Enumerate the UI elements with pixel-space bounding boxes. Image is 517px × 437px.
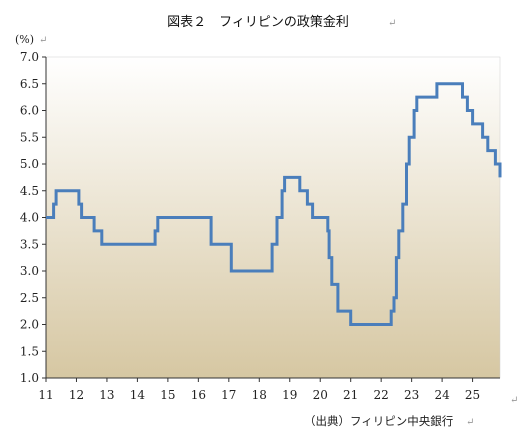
x-ticks: 11 12 13 14 15 16 17 18 19 20 21 22 23 24 25 — [38, 378, 480, 402]
x-tick-label: 21 — [343, 388, 358, 402]
y-tick-label: 2.5 — [20, 291, 39, 305]
y-tick-label: 3.5 — [20, 237, 39, 251]
axis-return-mark: ↵ — [510, 395, 517, 406]
y-tick-label: 5.0 — [20, 157, 39, 171]
source-note: （出典）フィリピン中央銀行 — [304, 414, 453, 428]
x-tick-label: 13 — [99, 388, 114, 402]
x-tick-label: 22 — [374, 388, 389, 402]
chart-title: 図表２ フィリピンの政策金利 — [167, 14, 349, 30]
y-tick-label: 4.0 — [20, 211, 39, 225]
x-tick-label: 16 — [191, 388, 206, 402]
y-tick-label: 1.0 — [20, 371, 39, 385]
x-tick-label: 14 — [130, 388, 146, 402]
y-tick-label: 3.0 — [20, 264, 39, 278]
policy-rate-series-line — [46, 82, 502, 326]
x-tick-label: 20 — [313, 388, 328, 402]
plot-area — [45, 56, 501, 379]
y-tick-label: 7.0 — [20, 50, 39, 64]
y-tick-label: 2.0 — [20, 318, 39, 332]
x-tick-label: 25 — [465, 388, 480, 402]
x-tick-label: 19 — [282, 388, 297, 402]
title-return-mark: ↵ — [388, 18, 396, 29]
source-return-mark: ↵ — [466, 417, 474, 428]
y-ticks: 1.0 1.5 2.0 2.5 3.0 3.5 4.0 4.5 5.0 5.5 6.0 6.5 7.0 — [20, 50, 46, 385]
y-tick-label: 6.0 — [20, 104, 39, 118]
y-tick-label: 5.5 — [20, 130, 39, 144]
x-tick-label: 17 — [221, 388, 236, 402]
x-tick-label: 15 — [160, 388, 175, 402]
y-tick-label: 6.5 — [20, 77, 39, 91]
unit-return-mark: ↵ — [39, 35, 47, 46]
x-tick-label: 18 — [252, 388, 267, 402]
x-tick-label: 23 — [404, 388, 419, 402]
x-tick-label: 11 — [38, 388, 53, 402]
x-tick-label: 24 — [434, 388, 450, 402]
x-tick-label: 12 — [69, 388, 84, 402]
y-tick-label: 1.5 — [20, 344, 39, 358]
y-unit-label: (%) — [15, 33, 34, 46]
y-tick-label: 4.5 — [20, 184, 39, 198]
